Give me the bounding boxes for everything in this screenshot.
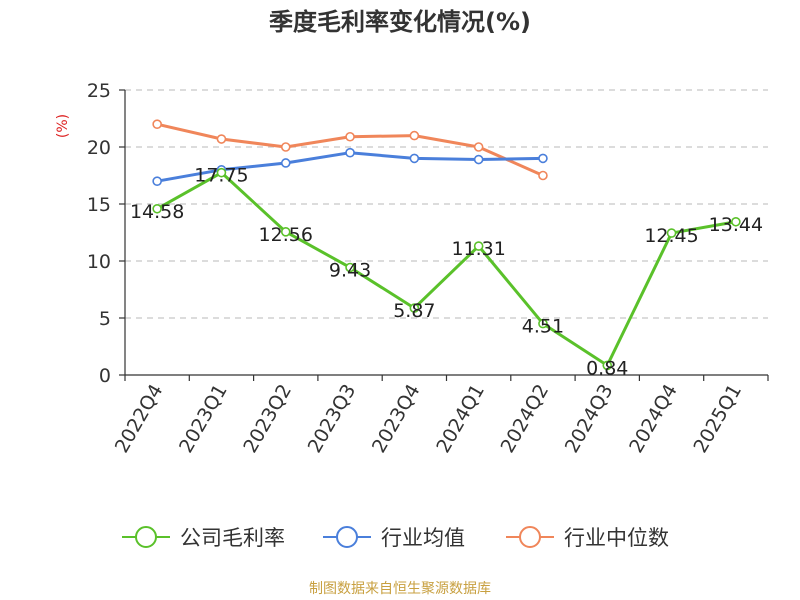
data-label: 12.45	[644, 225, 698, 247]
data-point	[538, 318, 548, 329]
data-point	[280, 158, 291, 168]
x-tick-label: 2023Q3	[304, 381, 361, 457]
data-point	[731, 216, 741, 227]
data-point	[473, 142, 484, 152]
data-point	[152, 119, 162, 129]
data-labels: 14.58 17.75 12.56 9.43 5.87 11.31 4.51 0.84 12.4…	[130, 165, 763, 380]
data-label: 9.43	[329, 259, 371, 281]
x-tick-label: 2024Q3	[561, 381, 618, 457]
data-point	[538, 170, 548, 181]
legend-label: 公司毛利率	[180, 526, 285, 550]
data-label: 14.58	[130, 201, 184, 223]
x-tick-label: 2024Q4	[625, 381, 682, 457]
x-tick-label: 2023Q4	[368, 381, 425, 457]
data-point	[280, 142, 291, 152]
data-label: 4.51	[522, 316, 564, 338]
legend-marker	[519, 526, 541, 548]
source-footer: 制图数据来自恒生聚源数据库	[309, 581, 491, 597]
series-lines	[152, 119, 741, 371]
data-point	[345, 262, 355, 273]
data-label: 0.84	[586, 357, 628, 379]
x-tick-label: 2024Q1	[432, 381, 489, 457]
legend-marker	[336, 526, 358, 548]
data-point	[345, 147, 355, 158]
legend-label: 行业中位数	[564, 526, 669, 550]
data-point	[216, 167, 227, 178]
data-point	[216, 134, 227, 144]
y-tick-label: 20	[87, 137, 111, 159]
series-line	[156, 171, 737, 367]
legend: 公司毛利率 行业均值 行业中位数	[122, 526, 669, 550]
grid-lines	[125, 89, 768, 319]
data-label: 5.87	[393, 300, 435, 322]
data-label: 12.56	[259, 224, 313, 246]
y-tick-label: 10	[87, 251, 111, 273]
data-label: 11.31	[451, 238, 505, 260]
y-tick-label: 15	[87, 194, 111, 216]
data-point	[666, 228, 677, 238]
y-tick-label: 5	[99, 308, 111, 330]
chart-title: 季度毛利率变化情况(%)	[269, 8, 531, 36]
data-label: 13.44	[709, 214, 763, 236]
x-tick-label: 2023Q2	[239, 381, 296, 457]
x-tick-label: 2022Q4	[111, 381, 168, 457]
y-tick-label: 0	[99, 365, 111, 387]
data-point	[280, 227, 291, 237]
legend-label: 行业均值	[381, 526, 465, 550]
data-point	[409, 303, 420, 313]
x-tick-label: 2023Q1	[175, 381, 232, 457]
data-point	[473, 241, 484, 251]
x-tick-label: 2024Q2	[497, 381, 554, 457]
data-point	[602, 360, 613, 371]
data-point	[538, 153, 548, 164]
legend-marker	[135, 526, 157, 548]
data-point	[345, 131, 355, 142]
data-label: 17.75	[194, 165, 248, 187]
data-point	[409, 130, 420, 141]
y-unit-label: (%)	[55, 114, 71, 138]
data-point	[152, 176, 162, 186]
data-point	[152, 203, 162, 214]
y-tick-label: 25	[87, 80, 111, 102]
data-point	[473, 154, 484, 165]
x-tick-label: 2025Q1	[689, 381, 746, 457]
data-point	[409, 153, 420, 164]
